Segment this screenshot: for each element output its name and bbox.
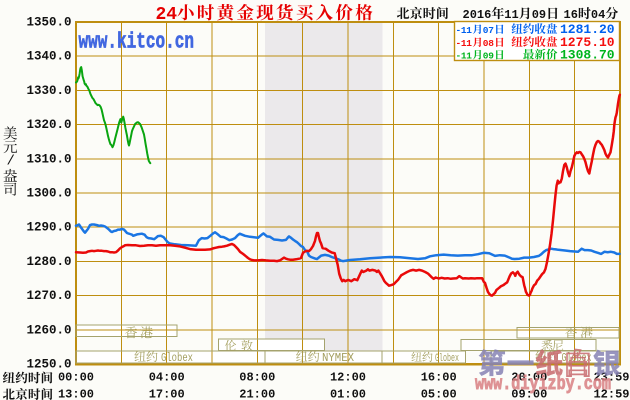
svg-text:-11: -11 — [456, 25, 473, 36]
svg-text:09: 09 — [483, 51, 494, 62]
svg-text:1340.0: 1340.0 — [26, 50, 71, 64]
svg-text:Globex: Globex — [435, 353, 459, 365]
svg-text:21:00: 21:00 — [239, 388, 275, 400]
svg-text:13:00: 13:00 — [58, 388, 94, 400]
svg-text:09:00: 09:00 — [511, 388, 547, 400]
svg-text:12:00: 12:00 — [330, 371, 366, 385]
svg-text:23:59: 23:59 — [593, 371, 629, 385]
svg-text:1290.0: 1290.0 — [26, 221, 71, 235]
svg-text:04: 04 — [591, 8, 605, 22]
svg-text:-11: -11 — [456, 38, 473, 49]
svg-text:05:00: 05:00 — [421, 388, 457, 400]
svg-text:16:00: 16:00 — [421, 371, 457, 385]
svg-text:1260.0: 1260.0 — [26, 323, 71, 337]
svg-text:11: 11 — [504, 8, 518, 22]
svg-text:04:00: 04:00 — [149, 371, 185, 385]
svg-text:08: 08 — [483, 38, 494, 49]
svg-text:08:00: 08:00 — [239, 371, 275, 385]
svg-text:1308.70: 1308.70 — [560, 48, 615, 63]
svg-text:2016: 2016 — [463, 8, 492, 22]
svg-text:1281.20: 1281.20 — [560, 22, 615, 37]
svg-text:17:00: 17:00 — [149, 388, 185, 400]
svg-text:12:59: 12:59 — [593, 388, 629, 400]
svg-text:00:00: 00:00 — [58, 371, 94, 385]
svg-text:09: 09 — [532, 8, 546, 22]
svg-text:NYMEX: NYMEX — [322, 351, 354, 365]
svg-text:1275.10: 1275.10 — [560, 35, 615, 50]
svg-text:01:00: 01:00 — [330, 388, 366, 400]
svg-text:/: / — [7, 154, 15, 170]
svg-text:1280.0: 1280.0 — [26, 255, 71, 269]
svg-text:1270.0: 1270.0 — [26, 289, 71, 303]
svg-text:07: 07 — [483, 25, 494, 36]
svg-text:16: 16 — [564, 8, 578, 22]
svg-text:1310.0: 1310.0 — [26, 152, 71, 166]
svg-text:1330.0: 1330.0 — [26, 84, 71, 98]
svg-text:www.kitco.cn: www.kitco.cn — [79, 30, 195, 55]
svg-text:Globex: Globex — [161, 351, 193, 365]
svg-text:1250.0: 1250.0 — [26, 358, 71, 372]
svg-text:www.diyizby.com: www.diyizby.com — [475, 373, 611, 395]
svg-text:24: 24 — [156, 5, 178, 25]
svg-text:1300.0: 1300.0 — [26, 187, 71, 201]
svg-text:1320.0: 1320.0 — [26, 118, 71, 132]
svg-text:1350.0: 1350.0 — [26, 16, 71, 30]
svg-text:-11: -11 — [456, 51, 473, 62]
